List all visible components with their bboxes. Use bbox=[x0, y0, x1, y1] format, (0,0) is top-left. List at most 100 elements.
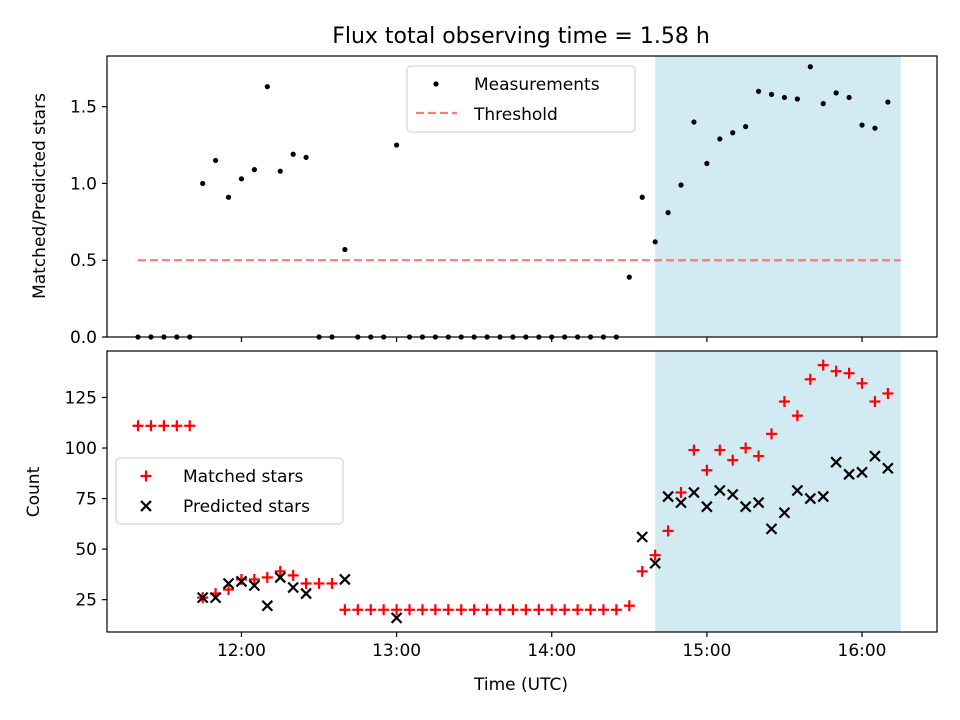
matched-star-point bbox=[455, 604, 467, 616]
y-tick-label-bottom: 25 bbox=[75, 591, 97, 611]
measurement-point bbox=[484, 334, 490, 340]
measurement-point bbox=[316, 334, 322, 340]
measurement-point bbox=[187, 334, 193, 340]
y-tick-label-top: 0.5 bbox=[70, 251, 97, 271]
matched-star-point bbox=[468, 604, 480, 616]
legend-measurements-label: Measurements bbox=[474, 75, 600, 95]
measurement-point bbox=[419, 334, 426, 340]
measurement-point bbox=[148, 334, 154, 340]
measurement-point bbox=[859, 122, 865, 128]
predicted-star-point bbox=[300, 587, 312, 600]
matched-star-point bbox=[365, 604, 377, 616]
predicted-star-point bbox=[248, 579, 261, 592]
predicted-star-point bbox=[688, 486, 700, 499]
measurement-point bbox=[872, 125, 878, 131]
measurement-point bbox=[587, 334, 594, 340]
measurement-point bbox=[432, 334, 438, 340]
measurement-point bbox=[458, 334, 464, 340]
axes-frame-bottom bbox=[106, 350, 938, 633]
x-tick-label: 14:00 bbox=[527, 641, 576, 661]
matched-star-point bbox=[145, 420, 157, 432]
measurement-point bbox=[691, 119, 697, 125]
measurement-point bbox=[523, 334, 529, 340]
matched-marker-glyph bbox=[140, 470, 152, 482]
measurement-point bbox=[174, 334, 180, 340]
predicted-star-point bbox=[222, 577, 235, 590]
measurement-point bbox=[704, 160, 710, 167]
top-plot: 0.0 0.5 1.0 1.5 bbox=[70, 55, 938, 348]
bottom-ylabel: Count bbox=[24, 466, 44, 517]
x-tick-label: 13:00 bbox=[372, 641, 421, 661]
shaded-region-top bbox=[655, 56, 901, 337]
matched-star-point bbox=[585, 604, 597, 616]
matched-star-point bbox=[481, 604, 493, 616]
matched-star-point bbox=[843, 367, 855, 379]
measurement-point bbox=[665, 210, 671, 216]
y-tick-label-bottom: 75 bbox=[75, 490, 97, 510]
measurement-point bbox=[678, 182, 684, 188]
bottom-plot: 12:00 13:00 14:00 15:00 16:00 25 50 75 100 125 bbox=[65, 350, 938, 661]
matched-star-point bbox=[727, 454, 739, 466]
matched-star-point bbox=[766, 428, 778, 440]
matched-star-point bbox=[533, 604, 545, 616]
matched-star-point bbox=[520, 604, 532, 616]
matched-star-point bbox=[778, 396, 790, 408]
matched-star-point bbox=[274, 565, 286, 577]
matched-star-point bbox=[391, 604, 403, 616]
measurement-point bbox=[277, 168, 283, 174]
y-tick-label-top: 1.5 bbox=[70, 98, 97, 118]
matched-star-point bbox=[352, 604, 364, 616]
matched-star-point bbox=[442, 604, 454, 616]
legend-threshold-label: Threshold bbox=[473, 105, 558, 125]
measurement-point bbox=[743, 124, 749, 130]
top-legend: Measurements Threshold bbox=[406, 65, 636, 133]
predicted-marker-glyph bbox=[140, 500, 152, 512]
predicted-star-point bbox=[830, 456, 842, 468]
y-tick-label-top: 0.0 bbox=[70, 328, 97, 348]
predicted-star-point bbox=[287, 581, 299, 594]
y-tick-label-top: 1.0 bbox=[70, 174, 97, 194]
predicted-star-point bbox=[701, 500, 713, 513]
matched-star-point bbox=[132, 420, 144, 432]
predicted-star-point bbox=[817, 490, 830, 503]
predicted-star-point bbox=[856, 466, 868, 479]
predicted-star-point bbox=[196, 591, 209, 604]
matched-star-point bbox=[184, 420, 196, 432]
predicted-star-point bbox=[235, 575, 248, 588]
matched-star-point bbox=[572, 604, 584, 616]
axes-frame-top bbox=[106, 55, 938, 338]
matched-star-point bbox=[339, 604, 351, 616]
y-tick-label-bottom: 100 bbox=[65, 439, 97, 459]
measurement-point bbox=[329, 334, 335, 340]
legend-frame bbox=[115, 457, 344, 525]
predicted-star-point bbox=[390, 612, 403, 624]
top-ylabel: Matched/Predicted stars bbox=[30, 93, 50, 299]
predicted-star-point bbox=[869, 450, 881, 462]
measurement-point bbox=[562, 334, 568, 340]
matched-star-point bbox=[856, 377, 868, 389]
measurement-point bbox=[161, 334, 167, 340]
matched-star-point bbox=[235, 573, 247, 585]
x-tick-label: 16:00 bbox=[838, 641, 887, 661]
measurement-point bbox=[510, 334, 516, 340]
matched-star-point bbox=[313, 577, 325, 589]
predicted-star-point bbox=[675, 496, 687, 509]
measurement-point bbox=[768, 91, 775, 97]
measurement-point bbox=[833, 90, 839, 96]
measurement-point bbox=[807, 64, 813, 70]
measurement-point bbox=[303, 154, 309, 160]
predicted-star-point bbox=[209, 591, 222, 604]
measurement-point bbox=[574, 334, 581, 340]
predicted-star-point bbox=[791, 484, 804, 497]
legend-matched-label: Matched stars bbox=[183, 467, 303, 487]
measurement-point bbox=[393, 142, 400, 148]
matched-star-point bbox=[830, 365, 842, 377]
predicted-star-point bbox=[752, 496, 765, 509]
matched-star-point bbox=[261, 571, 273, 583]
measurement-point bbox=[264, 84, 270, 90]
matched-star-point bbox=[559, 604, 571, 616]
matched-star-point bbox=[546, 604, 558, 616]
matched-star-point bbox=[287, 569, 299, 581]
matched-star-point bbox=[701, 464, 713, 476]
matched-star-point bbox=[494, 604, 506, 616]
